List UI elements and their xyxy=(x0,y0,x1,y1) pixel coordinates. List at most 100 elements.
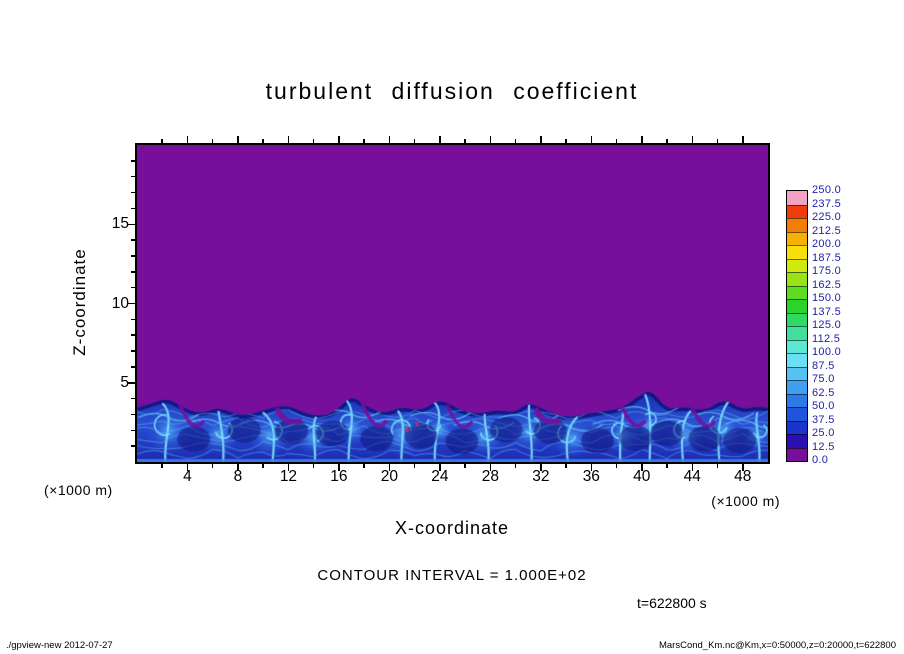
colorbar-cell xyxy=(787,299,807,313)
axis-tick xyxy=(237,464,239,471)
axis-tick xyxy=(128,302,135,305)
colorbar-tick-label: 50.0 xyxy=(812,400,835,412)
plot-title: turbulent diffusion coefficient xyxy=(265,78,639,104)
axis-tick xyxy=(131,255,135,257)
axis-tick xyxy=(540,136,542,143)
axis-tick xyxy=(666,139,668,143)
axis-tick xyxy=(641,136,643,143)
x-tick-label: 20 xyxy=(380,468,399,485)
x-tick-label: 32 xyxy=(532,468,550,485)
colorbar-cell xyxy=(787,326,807,340)
colorbar-cell xyxy=(787,245,807,259)
axis-tick xyxy=(363,139,365,143)
colorbar-tick-label: 237.5 xyxy=(812,197,842,210)
axis-tick xyxy=(590,136,593,143)
axis-tick xyxy=(666,464,668,468)
axis-tick xyxy=(161,139,163,143)
colorbar-tick-label: 137.5 xyxy=(812,305,842,318)
axis-tick xyxy=(131,334,135,336)
axis-tick xyxy=(439,464,441,471)
axis-tick xyxy=(161,464,163,468)
axis-tick xyxy=(131,366,135,368)
axis-tick xyxy=(262,139,264,143)
colorbar-cell xyxy=(787,312,807,326)
axis-tick xyxy=(287,464,290,471)
x-tick-label: 40 xyxy=(633,468,651,485)
axis-tick xyxy=(641,464,643,471)
axis-tick xyxy=(540,464,542,471)
colorbar-tick-label: 212.5 xyxy=(812,224,842,237)
axis-tick xyxy=(514,464,517,468)
y-axis-title: Z-coordinate xyxy=(70,248,89,356)
axis-tick xyxy=(590,464,593,471)
axis-tick xyxy=(128,223,135,225)
axis-tick xyxy=(237,136,239,143)
axis-tick xyxy=(262,464,264,468)
axis-tick xyxy=(716,464,719,468)
axis-tick xyxy=(439,136,441,143)
axis-tick xyxy=(131,271,135,273)
axis-tick xyxy=(691,464,694,471)
axis-tick xyxy=(131,318,135,321)
axis-tick xyxy=(312,139,315,143)
axis-tick xyxy=(742,464,744,471)
colorbar-tick-label: 112.5 xyxy=(812,332,841,345)
colorbar-tick-label: 175.0 xyxy=(812,265,842,277)
axis-tick xyxy=(489,464,492,471)
y-tick-label: 5 xyxy=(120,373,129,391)
colorbar-tick-label: 187.5 xyxy=(812,251,842,264)
axis-tick xyxy=(565,139,567,143)
x-tick-label: 44 xyxy=(683,468,701,485)
colorbar-cell xyxy=(787,258,807,272)
axis-tick xyxy=(131,286,135,289)
axis-tick xyxy=(489,136,492,143)
axis-tick xyxy=(131,239,135,241)
colorbar-cell xyxy=(787,380,807,394)
colorbar-cell xyxy=(787,407,807,421)
axis-tick xyxy=(186,464,189,471)
colorbar-tick-label: 100.0 xyxy=(812,346,842,358)
x-tick-label: 16 xyxy=(330,468,348,485)
colorbar-tick-label: 250.0 xyxy=(812,184,842,196)
axis-tick xyxy=(211,139,214,143)
axis-tick xyxy=(131,413,135,416)
contour-interval-note: CONTOUR INTERVAL = 1.000E+02 xyxy=(317,567,587,584)
colorbar-cell xyxy=(787,339,807,353)
colorbar-tick-label: 37.5 xyxy=(812,413,835,426)
colorbar-tick-label: 225.0 xyxy=(812,211,842,223)
colorbar xyxy=(786,190,808,462)
y-tick-label: 15 xyxy=(111,215,129,233)
time-annotation: t=622800 s xyxy=(637,595,707,611)
axis-tick xyxy=(211,464,214,468)
x-tick-label: 36 xyxy=(582,468,600,485)
y-axis-units: (×1000 m) xyxy=(44,482,113,498)
plot-frame xyxy=(135,143,770,464)
colorbar-cell xyxy=(787,393,807,407)
colorbar-tick-label: 0.0 xyxy=(812,454,829,466)
axis-tick xyxy=(464,464,466,468)
axis-tick xyxy=(338,136,340,143)
x-tick-label: 12 xyxy=(279,468,298,485)
colorbar-cell xyxy=(787,434,807,448)
x-tick-label: 4 xyxy=(183,468,192,485)
colorbar-cell xyxy=(787,285,807,299)
heatmap-plot-area xyxy=(137,145,768,462)
axis-tick xyxy=(131,160,135,162)
colorbar-tick-label: 150.0 xyxy=(812,292,842,304)
colorbar-cell xyxy=(787,231,807,245)
colorbar-tick-label: 125.0 xyxy=(812,319,842,331)
axis-tick xyxy=(413,139,416,143)
colorbar-tick-label: 12.5 xyxy=(812,440,835,453)
axis-tick xyxy=(131,429,135,432)
x-axis-title: X-coordinate xyxy=(394,518,510,538)
colorbar-tick-label: 75.0 xyxy=(812,373,835,385)
axis-tick xyxy=(565,464,567,468)
colorbar-cell xyxy=(787,353,807,367)
axis-tick xyxy=(388,464,391,471)
axis-tick xyxy=(131,207,135,210)
footer-data-source: MarsCond_Km.nc@Km,x=0:50000,z=0:20000,t=… xyxy=(658,640,896,651)
axis-tick xyxy=(131,191,135,194)
axis-tick xyxy=(742,136,744,143)
axis-tick xyxy=(131,350,135,352)
colorbar-cell xyxy=(787,204,807,218)
